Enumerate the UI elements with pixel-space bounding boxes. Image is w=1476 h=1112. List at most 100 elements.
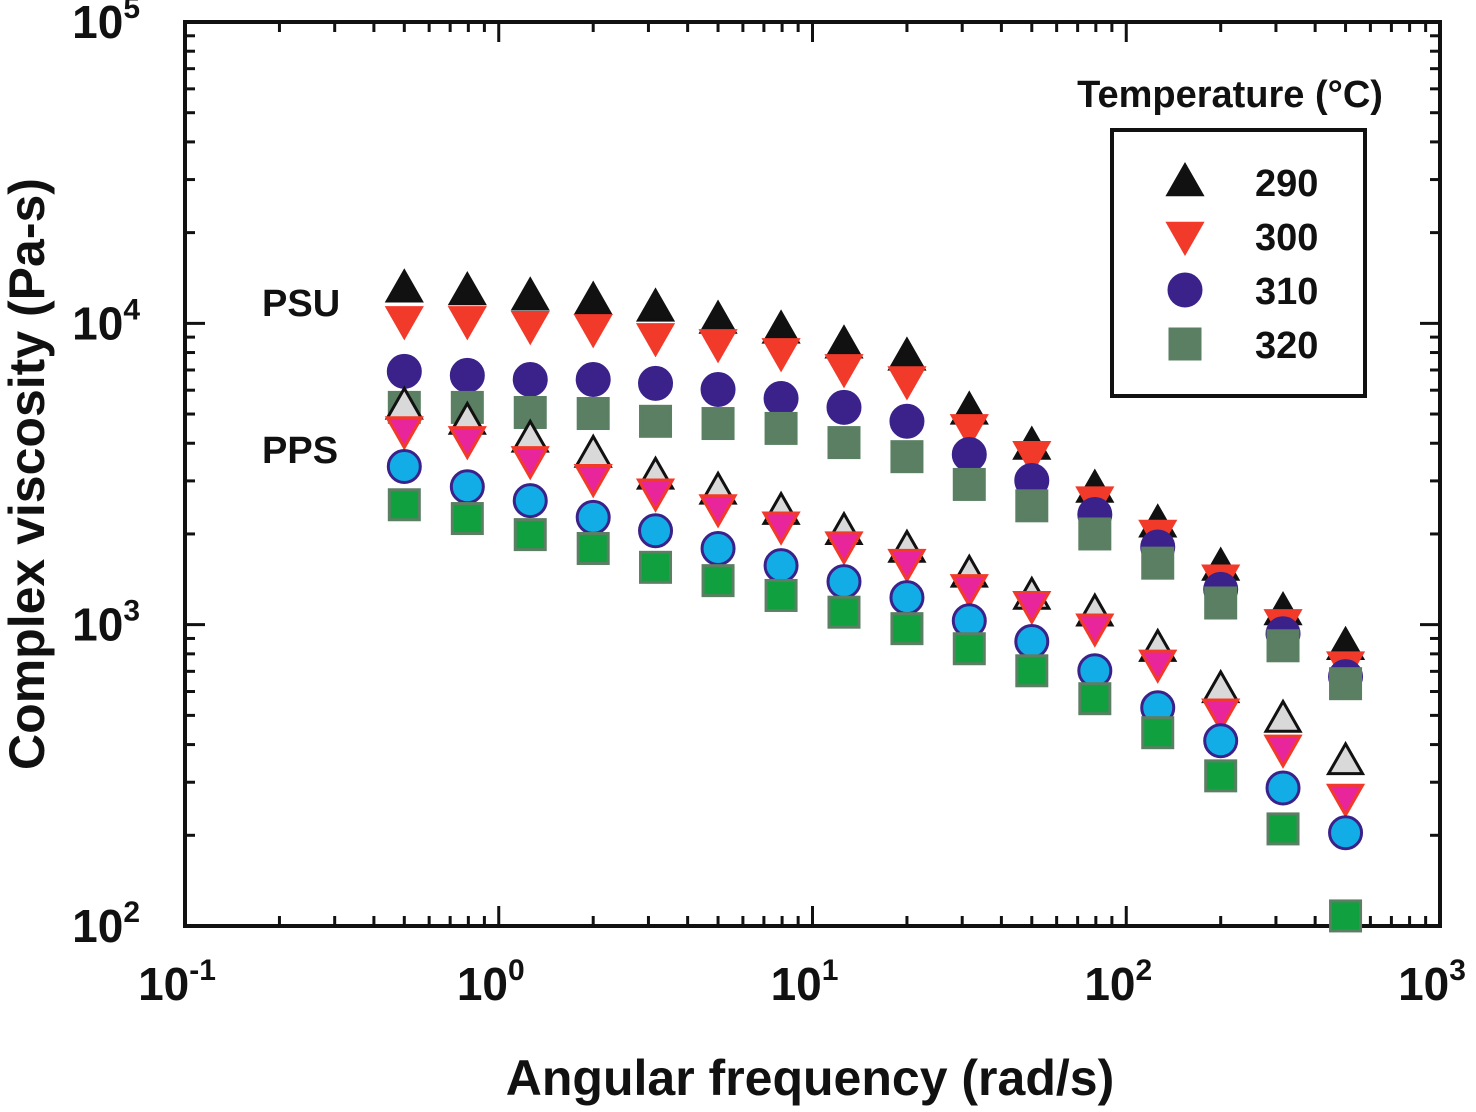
data-point	[949, 574, 989, 609]
series-pps-310	[386, 448, 1364, 851]
data-point	[1263, 734, 1303, 769]
data-point	[573, 314, 613, 349]
y-tick-labels: 102 103 104 105	[72, 0, 140, 952]
x-tick-label: 103	[1398, 954, 1466, 1010]
x-axis-label: Angular frequency (rad/s)	[506, 1050, 1114, 1106]
data-point	[638, 513, 674, 549]
data-point	[573, 464, 613, 499]
data-point	[949, 414, 989, 449]
data-point	[824, 354, 864, 389]
annotation-pps: PPS	[262, 430, 338, 472]
data-point	[447, 426, 487, 461]
y-axis-label: Complex viscosity (Pa-s)	[0, 178, 55, 770]
data-point	[826, 389, 862, 425]
legend-title: Temperature (°C)	[1077, 74, 1383, 116]
data-point	[887, 366, 927, 401]
data-point	[576, 531, 610, 565]
data-point	[639, 404, 673, 438]
data-point	[639, 550, 673, 584]
legend-label: 310	[1255, 271, 1318, 313]
x-tick-label: 101	[771, 954, 839, 1010]
data-point	[1078, 682, 1112, 716]
annotation-psu: PSU	[262, 283, 340, 325]
data-point	[761, 511, 801, 546]
data-point	[887, 336, 927, 371]
y-tick-exponent: 4	[123, 293, 140, 326]
data-point	[449, 357, 485, 393]
y-tick-label: 104	[72, 293, 140, 349]
data-point	[1015, 654, 1049, 688]
x-tick-label: 10-1	[138, 954, 216, 1010]
data-point	[575, 362, 611, 398]
data-point	[449, 469, 485, 505]
data-point	[450, 502, 484, 536]
data-point	[384, 416, 424, 451]
data-point	[635, 287, 676, 322]
series-pps-300	[384, 416, 1366, 818]
data-point	[824, 324, 864, 359]
y-tick-label: 105	[72, 0, 140, 48]
data-point	[824, 531, 864, 566]
data-point	[1265, 770, 1301, 806]
x-tick-label: 102	[1084, 954, 1152, 1010]
data-point	[698, 299, 738, 334]
data-point	[447, 271, 487, 306]
data-point	[1263, 698, 1303, 733]
data-point	[1203, 723, 1239, 759]
data-point	[827, 426, 861, 460]
x-tick-exponent: -1	[189, 954, 216, 987]
data-point	[1012, 440, 1052, 476]
data-point	[573, 280, 613, 315]
data-point	[951, 603, 987, 639]
data-point	[1015, 489, 1049, 523]
legend-marker	[1165, 221, 1205, 257]
data-point	[1012, 590, 1052, 626]
data-point	[635, 323, 676, 358]
data-point	[510, 311, 550, 346]
data-point	[1078, 517, 1112, 551]
data-point	[1204, 586, 1238, 620]
data-point	[1201, 698, 1241, 733]
data-point	[889, 403, 925, 439]
x-tick-exponent: 0	[508, 954, 525, 987]
data-point	[510, 446, 550, 481]
data-point	[761, 309, 801, 344]
data-point	[763, 548, 799, 584]
legend-box	[1110, 128, 1367, 398]
data-point	[1325, 740, 1366, 776]
data-point	[386, 448, 422, 484]
data-point	[951, 437, 987, 473]
data-point	[1266, 629, 1300, 663]
data-point	[576, 397, 610, 431]
x-tick-labels: 10-1 100 101 102 103	[138, 954, 1466, 1010]
data-point	[827, 595, 861, 629]
data-point	[887, 548, 927, 584]
data-point	[701, 564, 735, 598]
data-point	[1328, 815, 1364, 851]
data-point	[512, 362, 548, 398]
data-point	[1266, 812, 1300, 846]
y-tick-exponent: 2	[123, 896, 140, 929]
data-point	[826, 564, 862, 600]
data-point	[763, 381, 799, 417]
data-point	[635, 478, 676, 513]
data-point	[384, 306, 424, 341]
data-point	[1329, 667, 1363, 701]
data-point	[512, 483, 548, 519]
data-point	[384, 268, 424, 303]
data-point	[1014, 624, 1050, 660]
data-point	[764, 411, 798, 445]
legend-label: 300	[1255, 217, 1318, 259]
data-point	[386, 353, 422, 389]
data-point	[510, 276, 550, 311]
data-point	[952, 467, 986, 501]
x-tick-exponent: 1	[822, 954, 839, 987]
legend-label: 320	[1255, 325, 1318, 367]
data-point	[889, 580, 925, 616]
data-point	[1141, 546, 1175, 580]
data-point	[890, 440, 924, 474]
axis-ticks	[185, 22, 1440, 926]
data-point	[1325, 783, 1366, 818]
data-point	[701, 407, 735, 441]
